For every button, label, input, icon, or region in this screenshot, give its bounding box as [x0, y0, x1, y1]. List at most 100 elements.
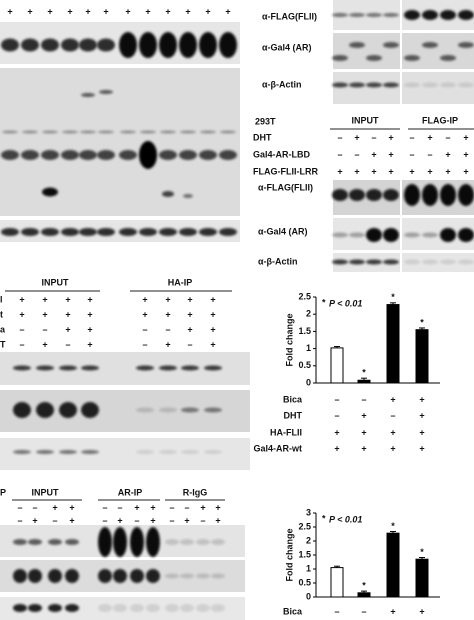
- blot-band: [349, 189, 365, 201]
- sign: +: [334, 443, 339, 453]
- sign: +: [67, 6, 72, 16]
- blot-band: [458, 228, 474, 242]
- sign: +: [165, 309, 170, 319]
- blot-band: [440, 184, 456, 206]
- sign: –: [42, 324, 47, 334]
- blot-band: [98, 569, 112, 583]
- sign: –: [117, 502, 122, 512]
- blot-band: [48, 569, 62, 583]
- sign: –: [169, 515, 174, 525]
- sign: +: [215, 502, 220, 512]
- y-tick-label: 3: [306, 507, 311, 517]
- blot-band: [181, 407, 199, 413]
- blot-band: [65, 539, 79, 545]
- sign: +: [337, 166, 342, 176]
- blot-band: [65, 604, 79, 612]
- blot-band: [349, 42, 365, 48]
- blot-band: [458, 42, 474, 48]
- sign: +: [125, 6, 130, 16]
- blot-band: [332, 82, 348, 88]
- sign: +: [419, 606, 424, 616]
- bar: [330, 347, 344, 384]
- bar: [330, 567, 344, 598]
- blot-band: [36, 450, 54, 454]
- blot-band: [21, 38, 39, 52]
- blot-label: α-FLAG(FLII): [262, 11, 317, 21]
- blot-band: [383, 42, 399, 48]
- blot-band: [440, 259, 456, 265]
- sign: +: [388, 132, 393, 142]
- sign: +: [27, 6, 32, 16]
- blot-band: [1, 228, 19, 236]
- y-tick-label: 2.5: [298, 521, 311, 531]
- blot-band: [146, 569, 160, 583]
- blot-band: [97, 150, 115, 160]
- blot-band: [422, 42, 438, 48]
- cropped-label: P: [0, 487, 6, 497]
- sign: +: [145, 6, 150, 16]
- sign: +: [361, 410, 366, 420]
- sign: –: [169, 502, 174, 512]
- sign: –: [19, 339, 24, 349]
- blot-band: [42, 130, 58, 134]
- blot-band: [139, 141, 157, 169]
- sign: –: [334, 410, 339, 420]
- sign: –: [361, 394, 366, 404]
- significance-star: *: [420, 317, 424, 327]
- sign: +: [165, 6, 170, 16]
- sign: +: [65, 324, 70, 334]
- blot-band: [162, 191, 174, 197]
- blot-band: [13, 450, 31, 454]
- blot-label: α-Gal4 (AR): [258, 226, 308, 236]
- sign: +: [7, 6, 12, 16]
- blot-band: [383, 13, 399, 17]
- blot-band: [219, 228, 237, 236]
- blot-band: [332, 13, 348, 17]
- condition-label: Bica: [283, 394, 303, 404]
- blot-band: [97, 228, 115, 236]
- blot-band: [183, 194, 193, 198]
- blot-band: [81, 365, 99, 371]
- blot-band: [181, 450, 199, 454]
- blot-band: [196, 573, 210, 579]
- annotation: P < 0.01: [329, 514, 362, 524]
- annotation-mark: *: [322, 297, 326, 307]
- blot-band: [349, 232, 365, 238]
- blot-band: [404, 10, 420, 20]
- blot-band: [113, 569, 127, 583]
- blot-band: [404, 82, 420, 88]
- sign: +: [32, 515, 37, 525]
- blot-band: [165, 604, 179, 612]
- sign: +: [371, 149, 376, 159]
- significance-star: *: [362, 368, 366, 378]
- blot-band: [332, 259, 348, 265]
- blot-band: [366, 228, 382, 242]
- sign: +: [184, 515, 189, 525]
- blot-band: [160, 130, 176, 134]
- cell-line: 293T: [255, 116, 276, 126]
- sign: +: [150, 502, 155, 512]
- blot-band: [458, 82, 474, 88]
- blot-band: [61, 228, 79, 236]
- blot-band: [204, 450, 222, 454]
- y-tick-label: 1.5: [298, 326, 311, 336]
- blot-band: [119, 228, 137, 236]
- sign: +: [87, 339, 92, 349]
- sign: –: [184, 502, 189, 512]
- bar: [415, 558, 429, 598]
- blot-band: [41, 228, 59, 236]
- blot-band: [120, 130, 136, 134]
- blot-band: [13, 365, 31, 371]
- blot-band: [404, 232, 420, 238]
- sign: +: [427, 132, 432, 142]
- blot-band: [349, 259, 365, 265]
- blot-band: [180, 604, 194, 612]
- sign: +: [87, 294, 92, 304]
- sign: +: [65, 294, 70, 304]
- sign: –: [337, 132, 342, 142]
- blot-band: [140, 130, 156, 134]
- blot-background: [0, 68, 240, 216]
- blot-band: [440, 82, 456, 88]
- bar: [415, 329, 429, 384]
